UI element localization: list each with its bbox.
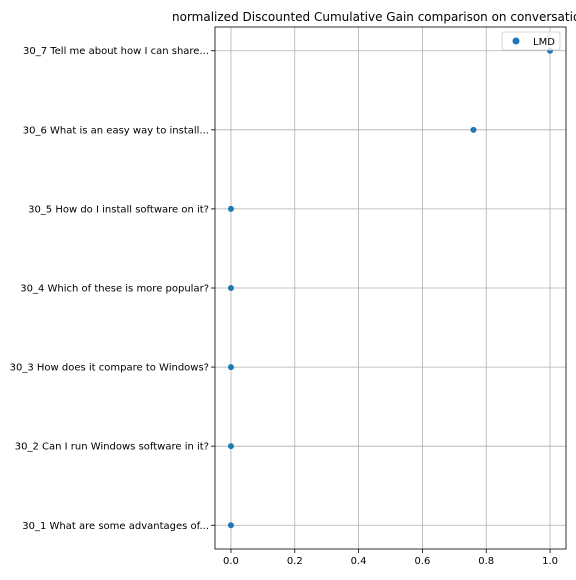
data-point [470, 126, 477, 133]
data-point [227, 443, 234, 450]
y-tick-label: 30_6 What is an easy way to install... [23, 125, 209, 136]
y-tick-label: 30_7 Tell me about how I can share... [23, 46, 209, 57]
y-tick-label: 30_1 What are some advantages of... [22, 521, 209, 532]
x-tick-label: 0.6 [414, 556, 430, 567]
legend-box [501, 31, 561, 51]
chart-title: normalized Discounted Cumulative Gain co… [172, 10, 576, 24]
x-tick-label: 0.0 [223, 556, 239, 567]
data-point [227, 364, 234, 371]
data-point [227, 205, 234, 212]
data-point [227, 285, 234, 291]
x-tick-label: 0.8 [478, 556, 494, 567]
legend-label-lmd: LMD [533, 37, 555, 48]
legend-marker-lmd [512, 37, 520, 45]
y-axis-ticks: 30_1 What are some advantages of... 30_2 … [10, 46, 215, 532]
x-tick-label: 0.2 [287, 556, 303, 567]
y-tick-label: 30_4 Which of these is more popular? [20, 284, 209, 295]
x-tick-label: 1.0 [542, 556, 558, 567]
y-tick-label: 30_5 How do I install software on it? [28, 204, 209, 215]
x-axis-ticks: 0.0 0.2 0.4 0.6 0.8 1.0 [223, 549, 558, 567]
data-point [227, 522, 234, 529]
legend: LMD [501, 31, 561, 51]
y-tick-label: 30_3 How does it compare to Windows? [10, 363, 209, 374]
y-tick-label: 30_2 Can I run Windows software in it? [15, 442, 209, 453]
x-tick-label: 0.4 [351, 556, 367, 567]
grid-layer [215, 27, 566, 549]
